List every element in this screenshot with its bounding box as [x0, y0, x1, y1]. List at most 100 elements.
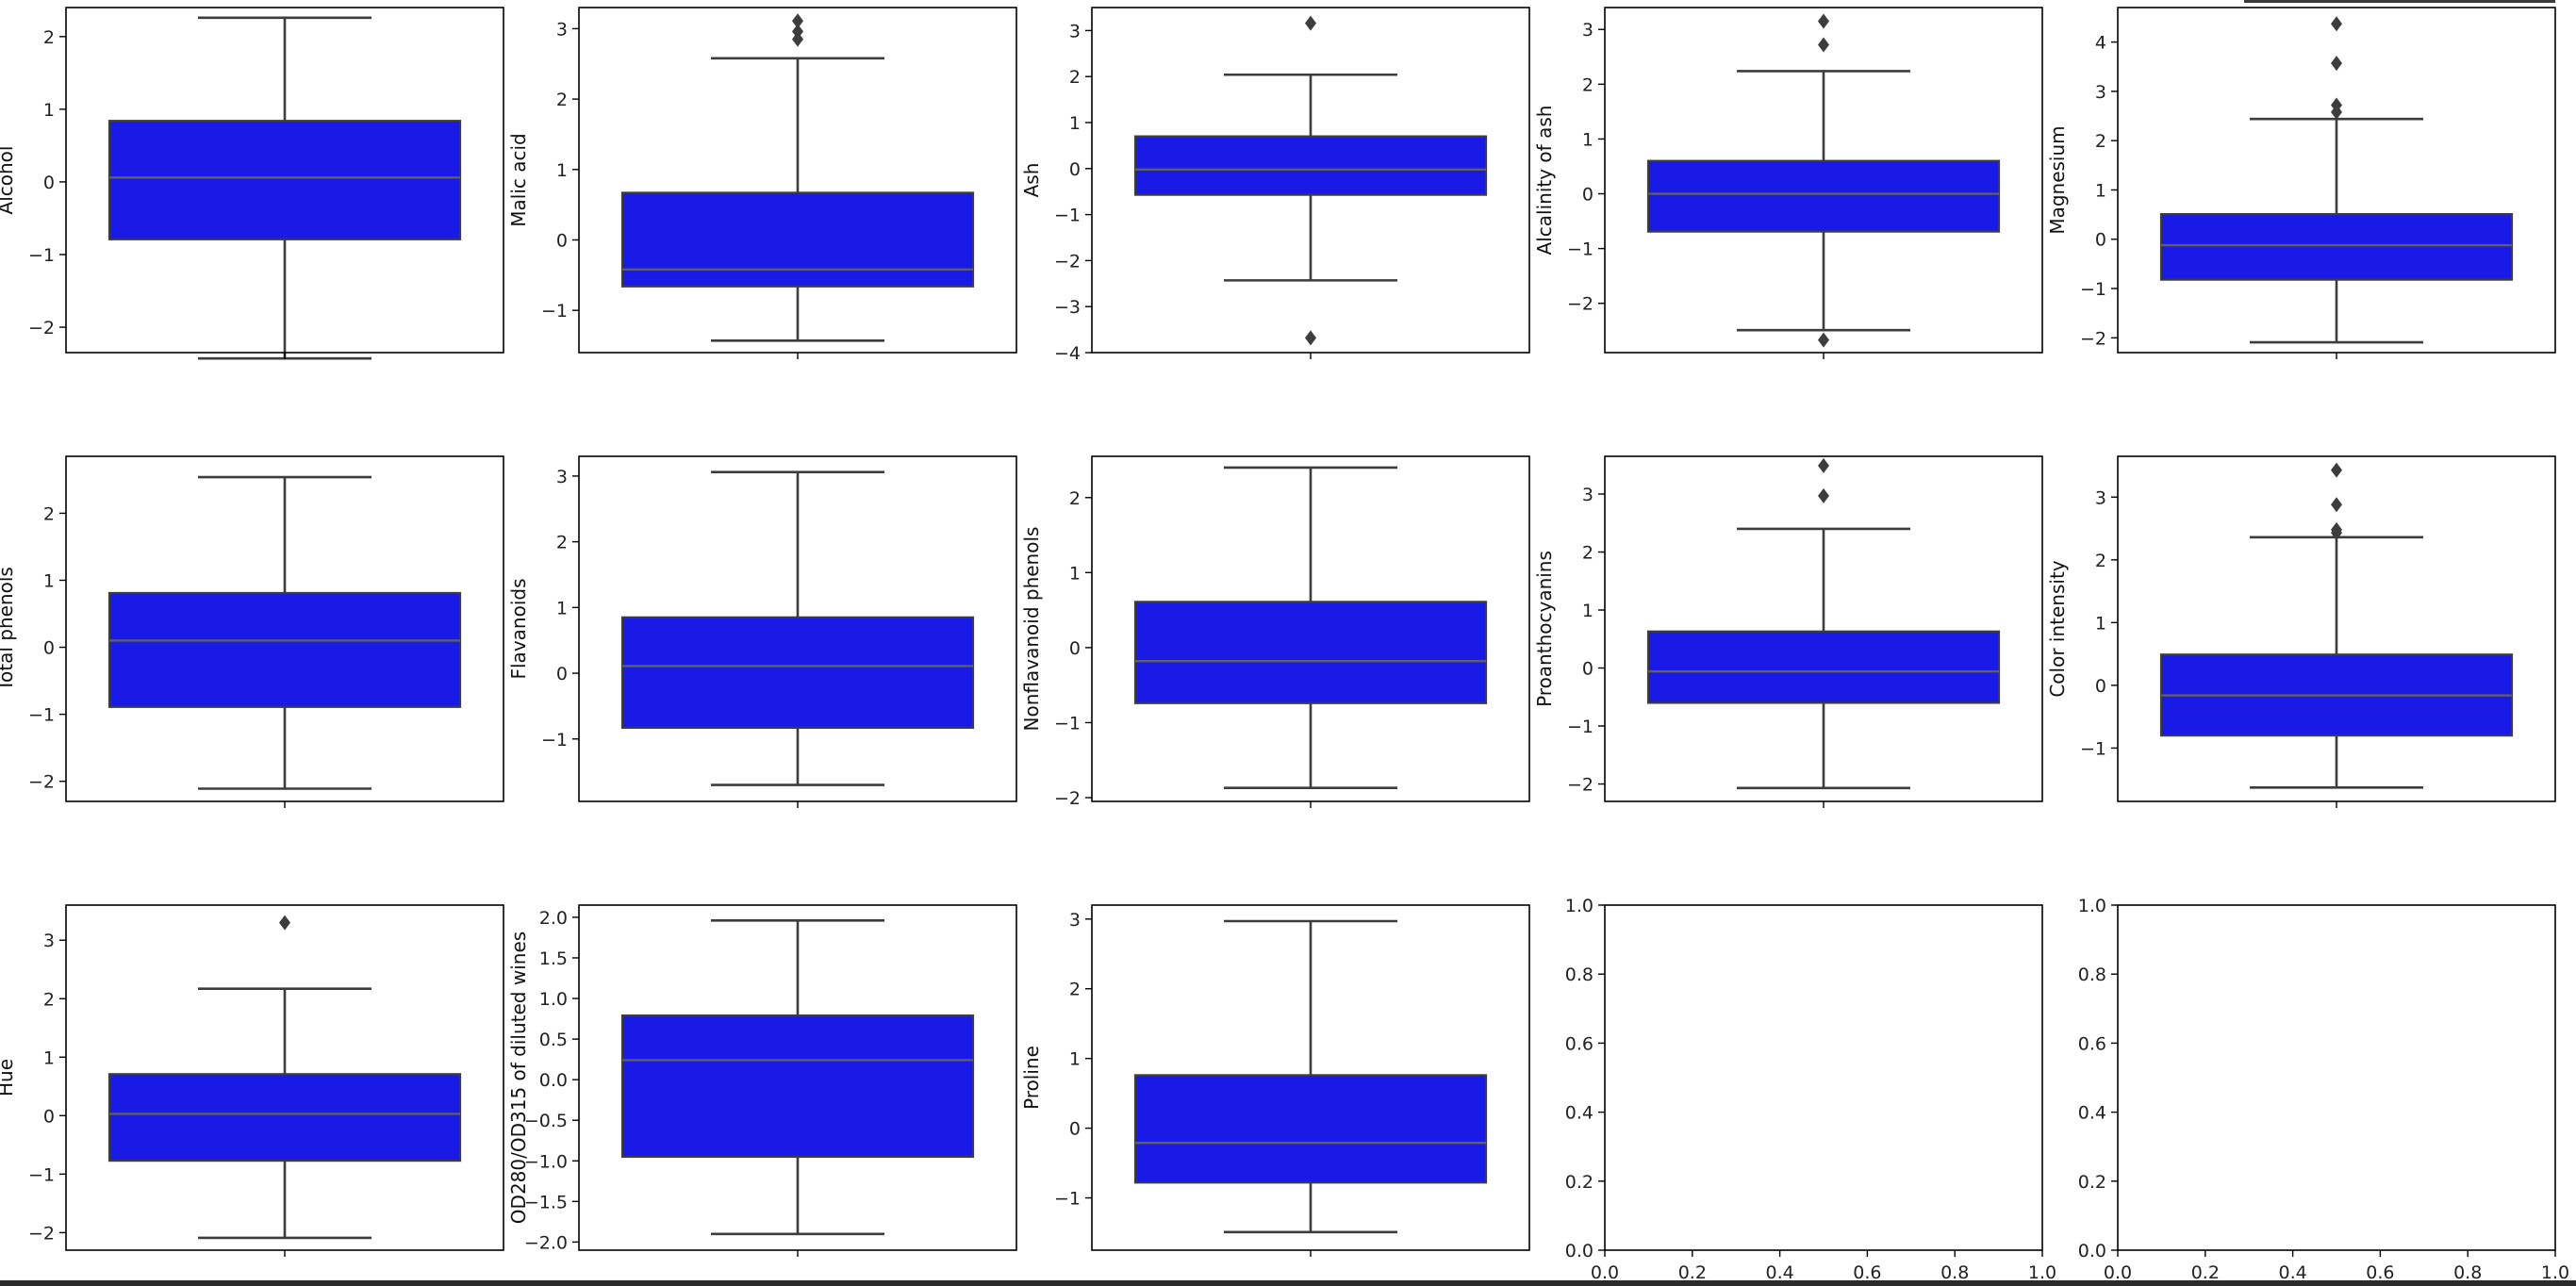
y-tick-label: 0	[1069, 159, 1081, 180]
y-tick-label: 1	[2095, 180, 2106, 201]
empty-axes-frame	[2117, 904, 2556, 1251]
outlier-point	[1818, 37, 1829, 53]
y-tick-label: −2	[1054, 251, 1081, 272]
outlier-point	[2331, 497, 2342, 513]
y-tick-label: 0.6	[2078, 1033, 2106, 1054]
y-tick-label: 3	[2095, 82, 2106, 103]
y-tick-label: −1	[1054, 713, 1081, 734]
outlier-point	[792, 24, 803, 40]
outlier-point	[279, 915, 290, 931]
y-tick-label: −1	[2080, 279, 2106, 300]
y-tick-label: −2	[28, 1223, 55, 1244]
outlier-point	[792, 31, 803, 47]
iqr-box	[620, 616, 975, 730]
iqr-box	[1133, 1074, 1488, 1184]
x-tick-label: 0.2	[1678, 1262, 1707, 1283]
y-tick-label: 0	[556, 664, 568, 684]
y-tick-label: 2	[2095, 131, 2106, 152]
y-axis-label: Proline	[1020, 1046, 1043, 1110]
y-tick-label: −0.5	[524, 1111, 568, 1131]
window-edge-top	[2244, 0, 2555, 3]
y-tick-label: 0.2	[1565, 1172, 1593, 1193]
y-tick-label: −1	[541, 301, 568, 322]
x-tick-label: 0.4	[2278, 1262, 2306, 1283]
y-axis-label: Nonflavanoid phenols	[1020, 527, 1043, 732]
y-tick-label: −2	[28, 772, 55, 793]
iqr-box	[1646, 159, 2001, 233]
y-axis-label: Proanthocyanins	[1533, 551, 1556, 707]
y-tick-label: 0	[2095, 230, 2106, 251]
iqr-box	[620, 191, 975, 288]
x-tick-label: 0.0	[1591, 1262, 1619, 1283]
y-tick-label: 2	[1582, 542, 1593, 563]
x-tick-label: 0.8	[2453, 1262, 2482, 1283]
y-tick-label: 3	[1069, 21, 1081, 41]
y-tick-label: 1	[43, 1047, 55, 1068]
y-tick-label: 0.8	[2078, 964, 2106, 985]
y-tick-label: 1	[556, 160, 568, 181]
y-tick-label: 0	[1582, 185, 1593, 206]
y-tick-label: 1	[43, 100, 55, 121]
y-tick-label: 2	[43, 503, 55, 524]
y-tick-label: 3	[556, 467, 568, 487]
y-tick-label: 2	[43, 27, 55, 48]
y-tick-label: −2	[1054, 788, 1081, 809]
y-tick-label: 0	[2095, 676, 2106, 697]
y-tick-label: −2	[1567, 775, 1593, 796]
y-tick-label: −2.0	[524, 1232, 568, 1253]
y-axis-label: Total phenols	[0, 567, 17, 692]
iqr-box	[620, 1014, 975, 1159]
y-tick-label: 2.0	[539, 908, 568, 929]
outlier-point	[1818, 457, 1829, 473]
y-tick-label: 0	[43, 1106, 55, 1127]
y-tick-label: 1.0	[2078, 896, 2106, 916]
y-tick-label: −1.5	[524, 1192, 568, 1212]
x-tick-label: 0.6	[1853, 1262, 1881, 1283]
outlier-point	[2331, 16, 2342, 32]
y-tick-label: 0.4	[1565, 1103, 1593, 1124]
x-tick-label: 0.2	[2191, 1262, 2220, 1283]
y-tick-label: 2	[2095, 551, 2106, 571]
x-tick-label: 0.0	[2104, 1262, 2132, 1283]
empty-axes-frame	[1604, 904, 2043, 1251]
y-tick-label: 0	[43, 638, 55, 659]
y-tick-label: 1	[43, 570, 55, 591]
y-axis-label: Flavanoids	[507, 579, 530, 680]
y-tick-label: 0	[1069, 638, 1081, 659]
y-axis-label: Magnesium	[2046, 125, 2069, 234]
y-tick-label: 0	[556, 230, 568, 251]
y-tick-label: 2	[1582, 74, 1593, 95]
x-tick-label: 1.0	[2541, 1262, 2569, 1283]
y-tick-label: −1	[28, 245, 55, 266]
y-tick-label: 4	[2095, 33, 2106, 54]
y-tick-label: 1.5	[539, 948, 568, 969]
y-tick-label: 0.8	[1565, 964, 1593, 985]
y-tick-label: 1	[1582, 129, 1593, 150]
x-tick-label: 1.0	[2028, 1262, 2056, 1283]
y-axis-label: Alcalinity of ash	[1533, 106, 1556, 256]
y-tick-label: 0	[1069, 1119, 1081, 1140]
outlier-point	[2331, 56, 2342, 72]
iqr-box	[1133, 601, 1488, 704]
y-tick-label: 0.0	[2078, 1241, 2106, 1261]
y-tick-label: 1	[1069, 563, 1081, 584]
y-tick-label: 1.0	[539, 989, 568, 1010]
y-tick-label: 1.0	[1565, 896, 1593, 916]
y-axis-label: Color intensity	[2046, 560, 2069, 697]
outlier-point	[1305, 15, 1316, 31]
iqr-box	[107, 591, 462, 708]
x-tick-label: 0.4	[1765, 1262, 1793, 1283]
y-tick-label: −3	[1054, 297, 1081, 318]
y-tick-label: 0.6	[1565, 1033, 1593, 1054]
y-tick-label: −1.0	[524, 1151, 568, 1172]
y-tick-label: 0.2	[2078, 1172, 2106, 1193]
y-tick-label: 1	[1069, 113, 1081, 134]
x-tick-label: 0.6	[2366, 1262, 2394, 1283]
y-tick-label: 2	[1069, 67, 1081, 88]
window-edge-bottom	[0, 1280, 2576, 1286]
y-tick-label: 3	[43, 931, 55, 951]
y-tick-label: 2	[556, 533, 568, 553]
y-tick-label: −1	[28, 705, 55, 726]
iqr-box	[107, 1073, 462, 1162]
